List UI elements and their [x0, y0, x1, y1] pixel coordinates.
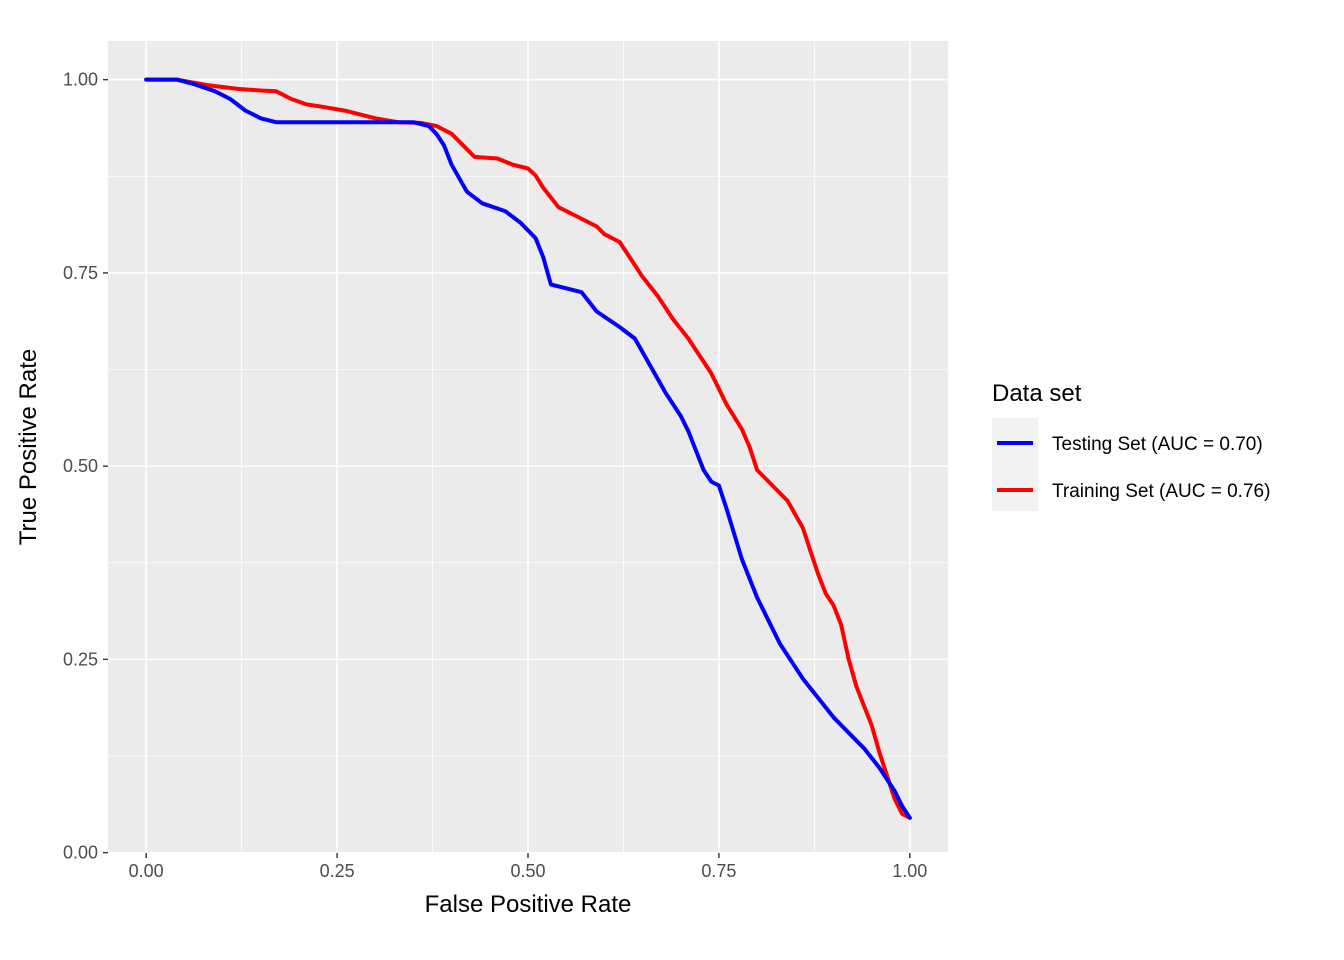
legend: Data set Testing Set (AUC = 0.70) Trainin…: [992, 380, 1270, 511]
major-gridlines: [108, 41, 948, 854]
y-tick-label: 0.00: [63, 843, 98, 863]
y-axis-ticks: 0.00 0.25 0.50 0.75 1.00: [63, 70, 108, 863]
series-line-0: [144, 77, 912, 820]
x-axis-title: False Positive Rate: [425, 891, 632, 918]
x-tick-label: 0.00: [129, 861, 164, 881]
x-tick-label: 0.75: [701, 861, 736, 881]
x-tick-label: 1.00: [892, 861, 927, 881]
series-lines: [144, 77, 912, 820]
series-line-1: [144, 77, 912, 820]
y-tick-label: 0.75: [63, 263, 98, 283]
x-tick-label: 0.50: [510, 861, 545, 881]
legend-label-1: Training Set (AUC = 0.76): [1052, 481, 1270, 502]
legend-key-background: [992, 418, 1038, 511]
legend-label-0: Testing Set (AUC = 0.70): [1052, 434, 1263, 455]
x-tick-label: 0.25: [320, 861, 355, 881]
y-tick-label: 0.50: [63, 456, 98, 476]
y-tick-label: 0.25: [63, 649, 98, 669]
legend-title: Data set: [992, 380, 1082, 407]
x-axis-ticks: 0.00 0.25 0.50 0.75 1.00: [129, 853, 927, 881]
y-axis-title: True Positive Rate: [15, 349, 42, 546]
y-tick-label: 1.00: [63, 70, 98, 90]
